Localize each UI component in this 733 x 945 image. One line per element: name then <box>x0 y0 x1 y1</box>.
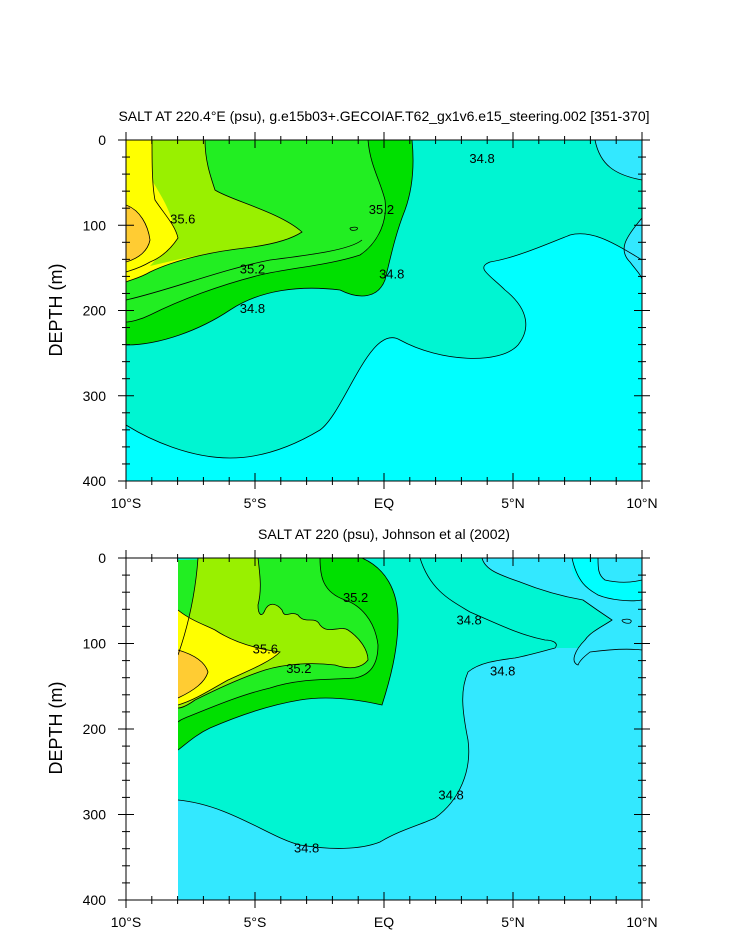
contour-model-5 <box>126 140 303 283</box>
panel-model-title: SALT AT 220.4°E (psu), g.e15b03+.GECOIAF… <box>118 108 649 124</box>
x-tick-label: 5°S <box>244 495 267 511</box>
contour-model-4 <box>126 239 363 301</box>
x-tick-label: 10°S <box>111 914 142 930</box>
contour-obs-7 <box>178 558 379 723</box>
obs-band-gt-35-8 <box>178 650 208 698</box>
y-tick-label: 100 <box>83 217 107 233</box>
obs-band-35-6-35-8 <box>178 610 280 705</box>
panel-model-contour-labels: 35.6 35.2 34.8 35.2 34.8 34.8 <box>170 151 495 316</box>
contour-label: 34.8 <box>294 841 319 856</box>
y-tick-label: 0 <box>98 550 106 566</box>
contour-model-8 <box>594 140 642 181</box>
panel-model-fill <box>126 140 642 481</box>
band-34-6-cyan-right-2 <box>623 218 642 280</box>
contour-label: 35.2 <box>240 262 265 277</box>
panel-model-ylabel: DEPTH (m) <box>46 264 66 357</box>
contour-obs-10 <box>178 649 209 699</box>
contour-obs-11 <box>178 558 199 656</box>
y-tick-label: 0 <box>98 132 106 148</box>
x-tick-label: 5°S <box>244 914 267 930</box>
contour-label: 35.2 <box>286 661 311 676</box>
contour-obs-3 <box>571 558 642 602</box>
contour-obs-2 <box>481 558 642 666</box>
contour-label: 34.8 <box>438 788 463 803</box>
panel-model: SALT AT 220.4°E (psu), g.e15b03+.GECOIAF… <box>46 108 658 511</box>
band-gt-35-8 <box>126 205 150 262</box>
contour-model-3 <box>126 140 386 323</box>
x-tick-label: 10°N <box>626 914 657 930</box>
x-tick-label: 10°N <box>626 495 657 511</box>
contour-label: 35.2 <box>343 590 368 605</box>
panel-obs-fill <box>178 558 642 900</box>
contour-model-7 <box>126 204 151 263</box>
band-34-6-cyan-right <box>595 140 642 180</box>
contour-label: 34.8 <box>456 612 481 627</box>
contour-label: 35.2 <box>369 202 394 217</box>
contour-label: 35.6 <box>253 641 278 656</box>
contour-model-2 <box>126 140 414 346</box>
contour-obs-5 <box>621 618 632 624</box>
y-tick-label: 200 <box>83 721 107 737</box>
contour-model-10 <box>349 226 358 231</box>
contour-obs-1 <box>178 558 557 849</box>
x-tick-label: 5°N <box>501 495 525 511</box>
y-tick-label: 200 <box>83 303 107 319</box>
y-tick-label: 300 <box>83 388 107 404</box>
contour-label: 34.8 <box>469 151 494 166</box>
contour-label: 35.6 <box>170 211 195 226</box>
y-tick-label: 100 <box>83 636 107 652</box>
obs-band-cyan-ne-3 <box>598 558 642 583</box>
panel-obs-contour-labels: 35.2 35.6 35.2 34.8 34.8 34.8 34.8 <box>253 590 516 856</box>
obs-band-34-6-cyan <box>178 648 642 900</box>
y-tick-label: 400 <box>83 892 107 908</box>
contour-label: 34.8 <box>379 267 404 282</box>
contour-label: 34.8 <box>240 301 265 316</box>
x-tick-label: 10°S <box>111 495 142 511</box>
panel-obs-ylabel: DEPTH (m) <box>46 682 66 775</box>
band-35-4-35-6-green <box>150 140 302 266</box>
contour-obs-4 <box>597 558 642 583</box>
contour-model-6 <box>126 140 179 273</box>
contour-label: 34.8 <box>490 664 515 679</box>
contour-obs-9 <box>178 609 281 706</box>
panel-obs: SALT AT 220 (psu), Johnson et al (2002) <box>46 526 658 930</box>
x-tick-label: EQ <box>374 495 394 511</box>
y-tick-label: 300 <box>83 807 107 823</box>
x-tick-label: 5°N <box>501 914 525 930</box>
panel-obs-ticks: 10°S 5°S EQ 5°N 10°N 0 100 200 300 400 <box>83 550 658 930</box>
contour-obs-6 <box>178 558 399 751</box>
contour-obs-8 <box>178 558 369 709</box>
y-tick-label: 400 <box>83 473 107 489</box>
x-tick-label: EQ <box>374 914 394 930</box>
contour-model-1 <box>126 233 642 459</box>
panel-model-ticks: 10°S 5°S EQ 5°N 10°N 0 100 200 300 400 <box>83 132 658 511</box>
panel-obs-title: SALT AT 220 (psu), Johnson et al (2002) <box>258 526 510 542</box>
